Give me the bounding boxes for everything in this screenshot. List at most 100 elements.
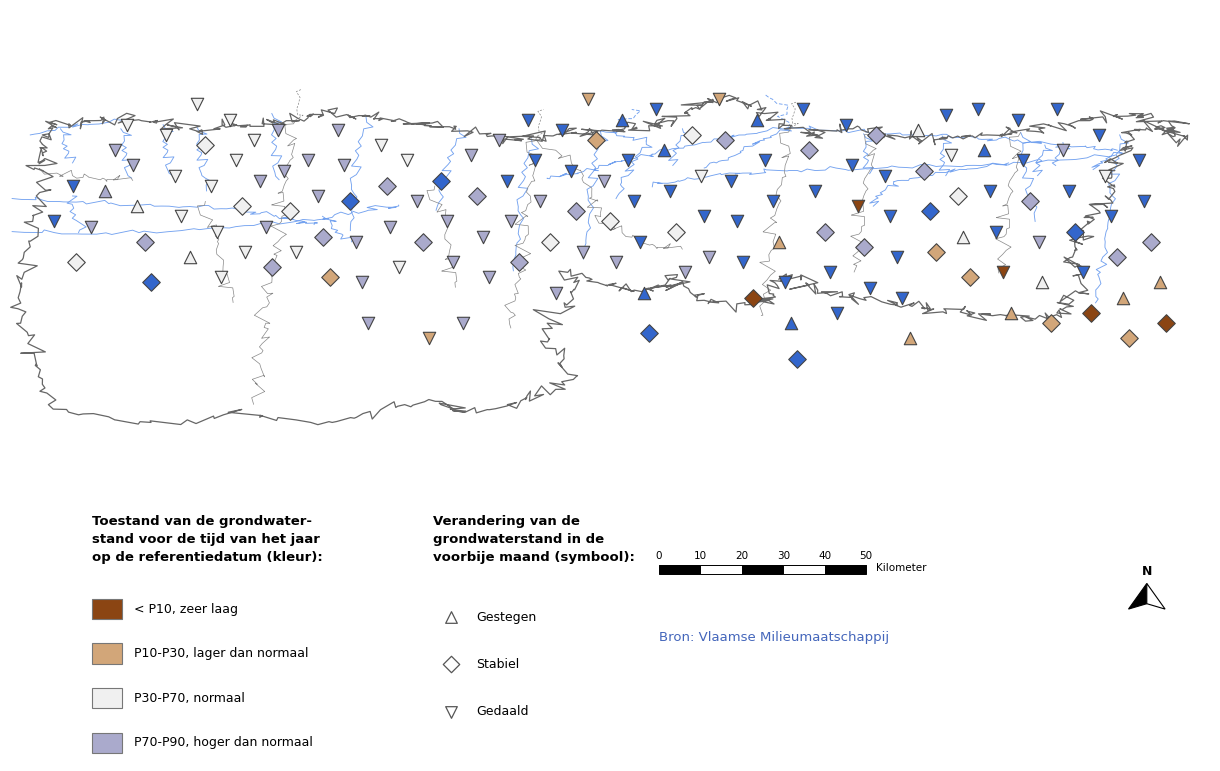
Point	[634, 287, 654, 299]
Point	[981, 185, 1000, 197]
Point	[1028, 236, 1048, 248]
Point	[62, 180, 82, 192]
Point	[244, 134, 264, 146]
Point	[274, 164, 294, 177]
Point	[625, 195, 644, 207]
Point	[142, 276, 161, 288]
Point	[888, 251, 908, 263]
Point	[442, 705, 461, 718]
Point	[960, 271, 980, 284]
Point	[715, 134, 734, 146]
Point	[479, 271, 499, 284]
Point	[948, 190, 967, 202]
Point	[353, 276, 372, 288]
Point	[1108, 251, 1127, 263]
Point	[1053, 144, 1072, 157]
Bar	[742, 564, 783, 574]
Point	[987, 225, 1006, 237]
Point	[45, 215, 65, 227]
Point	[179, 251, 199, 263]
Point	[195, 139, 215, 151]
Point	[207, 225, 227, 237]
Point	[1155, 317, 1175, 329]
Text: 50: 50	[860, 550, 872, 561]
Point	[381, 221, 400, 233]
Point	[699, 251, 719, 263]
Point	[827, 307, 847, 319]
Point	[250, 174, 270, 187]
Point	[815, 225, 834, 237]
Point	[748, 113, 767, 126]
Point	[1149, 276, 1169, 288]
Text: Gedaald: Gedaald	[476, 705, 528, 718]
Point	[1074, 266, 1093, 278]
Point	[721, 174, 741, 187]
Point	[518, 113, 538, 126]
Point	[936, 109, 955, 121]
Text: 30: 30	[777, 550, 789, 561]
Point	[489, 134, 509, 146]
Point	[647, 103, 666, 116]
Polygon shape	[1128, 584, 1147, 609]
Point	[782, 317, 802, 329]
Point	[1002, 307, 1021, 319]
Point	[920, 205, 939, 217]
Point	[1102, 210, 1121, 223]
Point	[420, 332, 439, 345]
Point	[727, 215, 747, 227]
Point	[256, 221, 276, 233]
Point	[881, 210, 900, 223]
Point	[201, 180, 221, 192]
Point	[866, 129, 886, 141]
Point	[666, 225, 686, 237]
Bar	[700, 564, 742, 574]
Point	[307, 190, 327, 202]
Point	[793, 103, 813, 116]
Point	[682, 129, 701, 141]
Text: 20: 20	[736, 550, 748, 561]
Point	[510, 256, 529, 268]
Bar	[659, 564, 700, 574]
Point	[473, 231, 493, 243]
Point	[498, 174, 517, 187]
Point	[848, 200, 867, 212]
Point	[531, 195, 550, 207]
Point	[371, 139, 390, 151]
Text: 0: 0	[655, 550, 662, 561]
Point	[211, 271, 231, 284]
Point	[561, 164, 581, 177]
Point	[127, 200, 146, 212]
Point	[1081, 307, 1100, 319]
Point	[81, 221, 100, 233]
Point	[414, 236, 433, 248]
Point	[776, 276, 795, 288]
Text: P70-P90, hoger dan normaal: P70-P90, hoger dan normaal	[134, 736, 314, 749]
Point	[235, 246, 255, 258]
Point	[1135, 195, 1154, 207]
Point	[262, 261, 282, 274]
Text: 10: 10	[694, 550, 706, 561]
Point	[631, 236, 650, 248]
Point	[437, 215, 456, 227]
Point	[820, 266, 839, 278]
Point	[281, 205, 300, 217]
Point	[600, 215, 620, 227]
Point	[733, 256, 753, 268]
Point	[156, 129, 176, 141]
Point	[334, 160, 354, 172]
Point	[975, 144, 994, 157]
Point	[612, 113, 632, 126]
Point	[805, 185, 825, 197]
Point	[743, 291, 762, 304]
Point	[398, 154, 417, 167]
Point	[346, 236, 366, 248]
Point	[694, 210, 714, 223]
Point	[340, 195, 360, 207]
Point	[226, 154, 245, 167]
Point	[876, 170, 895, 182]
Point	[842, 160, 861, 172]
Point	[854, 241, 874, 253]
Point	[105, 144, 124, 157]
Point	[1142, 236, 1161, 248]
Point	[1032, 276, 1052, 288]
